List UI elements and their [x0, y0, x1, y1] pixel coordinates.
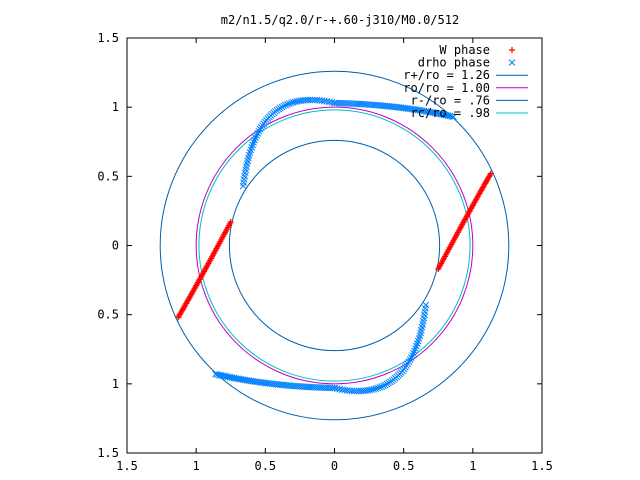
point-1-3-60 — [212, 370, 219, 378]
series-1 — [212, 96, 457, 395]
point-1-0-39 — [284, 101, 291, 108]
point-1-0-18 — [253, 132, 260, 139]
point-1-2-43 — [370, 385, 378, 393]
point-1-0-35 — [276, 104, 284, 112]
point-1-1-60 — [450, 113, 457, 121]
x-tick-label-2: 0.5 — [254, 459, 276, 473]
point-1-0-17 — [252, 134, 259, 142]
legend-label-4: r-/ro = .76 — [411, 93, 490, 107]
point-1-2-40 — [376, 384, 384, 391]
chart-title: m2/n1.5/q2.0/r-+.60-j310/M0.0/512 — [221, 13, 459, 27]
point-0-0-60 — [435, 266, 442, 273]
point-1-2-57 — [338, 386, 346, 393]
point-1-2-20 — [406, 356, 414, 364]
y-tick-label-3: 0 — [112, 239, 119, 253]
legend-swatch-1 — [508, 59, 516, 66]
legend-swatch-0 — [509, 47, 515, 53]
point-1-2-42 — [372, 385, 380, 393]
ticks-layer: 1.5 1 0.5 0 0.5 1 1.51.510.500.511.5 — [97, 31, 553, 473]
circle-2 — [228, 139, 441, 352]
point-1-0-21 — [256, 125, 264, 133]
x-tick-label-6: 1.5 — [531, 459, 553, 473]
y-tick-label-5: 1 — [112, 377, 119, 391]
point-1-0-43 — [291, 98, 299, 106]
circle-3 — [198, 109, 471, 382]
legend-label-1: drho phase — [418, 56, 490, 70]
point-1-2-58 — [336, 385, 344, 393]
y-tick-label-0: 1.5 — [97, 31, 119, 45]
point-1-0-20 — [255, 127, 263, 135]
point-1-2-41 — [374, 384, 382, 392]
point-1-1-59 — [448, 113, 456, 120]
point-1-2-18 — [409, 352, 416, 359]
point-1-0-57 — [323, 98, 331, 105]
series-layer — [175, 96, 494, 395]
circle-0 — [159, 70, 510, 421]
point-1-0-36 — [278, 103, 286, 111]
y-tick-label-4: 0.5 — [97, 308, 119, 322]
circles-layer — [159, 70, 510, 421]
point-1-2-36 — [383, 380, 391, 388]
legend-label-2: r+/ro = 1.26 — [403, 68, 490, 82]
x-tick-label-4: 0.5 — [393, 459, 415, 473]
point-1-0-37 — [280, 102, 288, 110]
x-tick-label-0: 1.5 — [116, 459, 138, 473]
point-1-0-38 — [282, 101, 289, 109]
point-0-1-60 — [175, 314, 182, 321]
point-1-0-19 — [254, 130, 262, 137]
point-1-0-40 — [285, 100, 293, 107]
point-0-1-59 — [175, 313, 182, 320]
point-1-2-37 — [381, 381, 389, 389]
legend-label-5: rc/ro = .98 — [411, 106, 490, 120]
point-1-0-58 — [325, 98, 333, 106]
point-1-3-59 — [213, 371, 221, 378]
point-1-2-21 — [405, 358, 413, 366]
circle-1 — [195, 106, 474, 385]
point-1-0-41 — [287, 99, 295, 107]
point-1-2-19 — [407, 354, 415, 361]
y-tick-label-1: 1 — [112, 100, 119, 114]
point-1-0-42 — [289, 98, 297, 106]
y-tick-label-2: 0.5 — [97, 169, 119, 183]
point-1-2-39 — [378, 383, 385, 390]
point-1-2-38 — [380, 382, 387, 390]
x-tick-label-5: 1 — [469, 459, 476, 473]
x-tick-label-3: 0 — [331, 459, 338, 473]
y-tick-label-6: 1.5 — [97, 446, 119, 460]
x-tick-label-1: 1 — [193, 459, 200, 473]
point-1-2-35 — [385, 379, 393, 387]
series-0 — [175, 170, 494, 321]
point-1-2-17 — [410, 349, 417, 357]
legend-label-0: W phase — [439, 43, 490, 57]
legend-label-3: ro/ro = 1.00 — [403, 81, 490, 95]
